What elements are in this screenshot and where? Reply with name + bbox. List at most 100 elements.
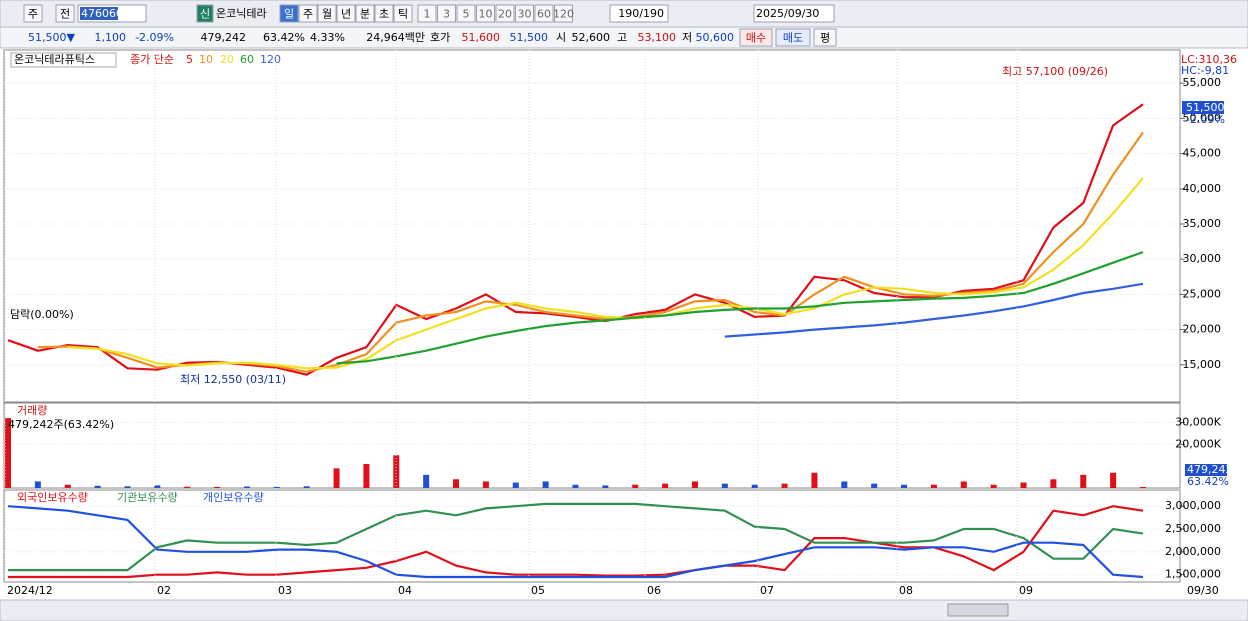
buy-button[interactable]: 매수 [746,32,766,45]
y-tick-label: 30,000K [1175,415,1221,428]
period-button-box[interactable] [317,4,337,23]
prev-button[interactable]: 전 [60,8,70,21]
y-tick-label: 55,000 [1183,76,1222,89]
lc-label: LC:310,36 [1181,53,1237,66]
volume-last: 479,242 [1187,463,1233,476]
new-badge-box[interactable] [196,4,214,23]
info-open: 52,600 [572,31,611,44]
code-input[interactable]: 476060 [81,7,123,20]
volume-bar [662,483,669,488]
avg-button[interactable]: 평 [820,32,830,45]
interval-button-box[interactable] [515,4,534,23]
series-line [7,505,1144,579]
last-pct: -2.09% [1186,113,1225,126]
info-amount: 24,964백만 [366,31,425,44]
hc-label: HC:-9,81 [1181,64,1229,77]
market-select-box[interactable] [23,4,43,23]
volume-bar [94,485,101,488]
stock-name[interactable]: 온코닉테라 [216,7,267,20]
sell-button[interactable]: 매도 [783,32,803,45]
period-button[interactable]: 분 [360,8,370,21]
interval-button[interactable]: 5 [463,8,470,21]
interval-button-box[interactable] [437,4,456,23]
new-badge[interactable]: 신 [200,8,210,21]
period-button[interactable]: 일 [284,7,294,21]
interval-button-box[interactable] [456,4,476,23]
scroll-bar[interactable] [0,599,1248,621]
sell-button-box[interactable] [775,28,811,47]
interval-button-box[interactable] [476,4,495,23]
volume-bar [273,486,280,488]
date-box[interactable] [753,4,835,23]
info-bar [0,26,1248,49]
x-tick-label: 07 [760,584,774,597]
legend-entry: 10 [199,53,213,66]
period-button-box[interactable] [393,4,413,23]
volume-bar [602,485,609,488]
y-tick-label: 45,000 [1183,147,1222,160]
series-line [8,502,1144,572]
volume-last-pct: 63.42% [1187,475,1229,488]
volume-bar [214,486,221,488]
info-open-label: 시 [556,31,566,44]
period-button-box[interactable] [374,4,394,23]
scroll-thumb[interactable] [947,603,1009,617]
volume-bar [154,485,161,488]
x-end-label: 09/30 [1187,584,1219,597]
interval-button-box[interactable] [495,4,515,23]
interval-button-box[interactable] [534,4,554,23]
y-tick-label: 30,000 [1183,252,1222,265]
legend-label: 종가 단순 [130,53,174,66]
period-button-box[interactable] [279,4,299,23]
volume-bar [930,484,937,488]
volume-title: 거래량 [17,404,47,417]
y-tick-label: 1,500,000 [1165,568,1221,581]
buy-button-box[interactable] [739,28,773,47]
period-button-box[interactable] [336,4,356,23]
count[interactable]: 190/190 [618,7,664,20]
volume-last-box [1185,464,1227,476]
y-tick-label: 35,000 [1183,217,1222,230]
period-button[interactable]: 년 [341,8,351,21]
volume-bar [1110,472,1117,488]
period-button[interactable]: 초 [379,8,389,21]
volume-bar [512,482,519,488]
x-tick-label: 03 [278,584,292,597]
interval-button[interactable]: 30 [518,8,532,21]
period-button-box[interactable] [355,4,375,23]
volume-bar [303,486,310,488]
low-annotation: 최저 12,550 (03/11) [180,373,286,386]
period-button-box[interactable] [298,4,318,23]
info-bid: 51,500 [510,31,549,44]
volume-bar [1020,482,1027,488]
avg-button-box[interactable] [813,28,837,47]
interval-button[interactable]: 1 [424,8,431,21]
count-box[interactable] [609,4,669,23]
interval-button[interactable]: 20 [498,8,512,21]
volume-bar [572,484,579,488]
period-button[interactable]: 주 [303,8,313,21]
price-panel [3,49,1181,403]
volume-bar [1080,474,1087,488]
interval-button-box[interactable] [554,4,573,23]
x-tick-label: 04 [398,584,412,597]
y-tick-label: 20,000K [1175,437,1221,450]
interval-button[interactable]: 10 [479,8,493,21]
volume-bar [632,484,639,488]
interval-button[interactable]: 60 [537,8,551,21]
interval-button-box[interactable] [417,4,437,23]
volume-bar [542,481,549,488]
period-button[interactable]: 틱 [398,8,408,21]
volume-bar [393,455,400,488]
prev-button-box[interactable] [55,4,75,23]
period-button[interactable]: 월 [322,8,332,21]
market-select[interactable]: 주 [28,8,38,21]
interval-button[interactable]: 3 [443,8,450,21]
info-quote-label: 호가 [430,31,450,44]
date[interactable]: 2025/09/30 [756,7,819,20]
interval-button[interactable]: 120 [553,8,574,21]
volume-bar [423,474,430,488]
y-tick-label: 3,000,000 [1165,499,1221,512]
volume-bar [124,486,131,488]
